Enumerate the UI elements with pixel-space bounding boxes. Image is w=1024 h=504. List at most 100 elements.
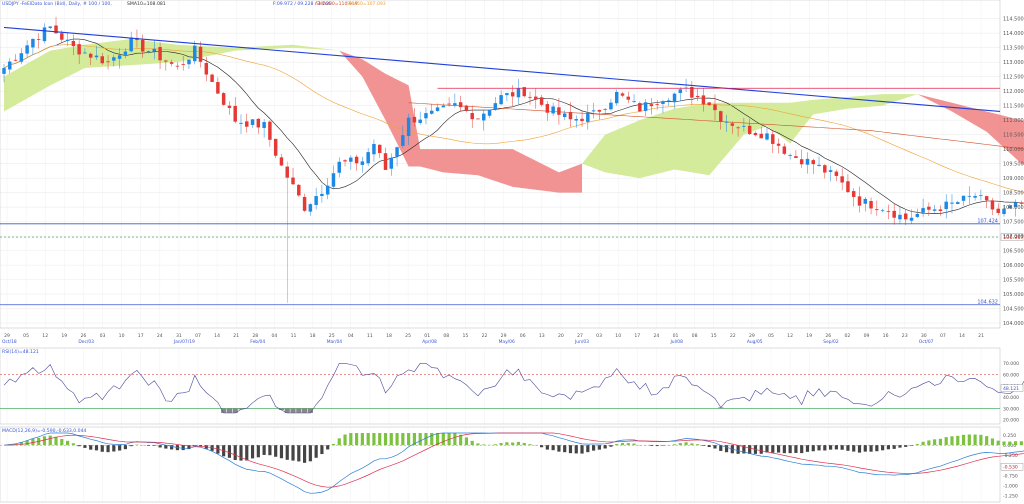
candle-body <box>886 211 891 213</box>
candle-body <box>846 181 850 193</box>
candle-body <box>302 196 307 211</box>
candle-body <box>678 89 683 94</box>
date-tick-label: 18 <box>310 333 316 339</box>
candle-body <box>256 118 261 128</box>
candle-body <box>343 160 347 162</box>
candle-body <box>1019 202 1024 204</box>
candle-body <box>112 57 116 61</box>
candle-body <box>950 202 954 204</box>
candle-body <box>794 156 798 158</box>
macd-tick-label: -1.000 <box>1003 484 1018 490</box>
candle-body <box>354 156 359 164</box>
price-tick-label: 112.500 <box>1003 74 1024 80</box>
candle-body <box>198 46 203 62</box>
candle-body <box>956 202 960 204</box>
date-tick-label: 07 <box>195 333 201 339</box>
candle-body <box>996 208 1000 213</box>
price-tick-label: 109.500 <box>1003 161 1024 167</box>
candle-body <box>863 198 868 204</box>
date-tick-label: 15 <box>462 333 468 339</box>
candle-body <box>875 209 879 211</box>
month-label: Jan/07/19 <box>173 339 195 345</box>
candle-body <box>42 27 47 42</box>
macd-tick-label: -0.750 <box>1003 473 1018 479</box>
price-tick-label: 110.500 <box>1003 132 1024 138</box>
price-tick-label: 108.000 <box>1003 205 1024 211</box>
price-tick-label: 107.000 <box>1003 234 1024 240</box>
price-tick-label: 105.500 <box>1003 277 1024 283</box>
candle-body <box>661 101 665 104</box>
current-price-label: 106.967 <box>1003 235 1024 241</box>
macd-tick-label: 0.250 <box>1003 433 1016 439</box>
candle-body <box>441 105 446 108</box>
price-tick-label: 110.000 <box>1003 147 1024 153</box>
candle-body <box>239 122 243 124</box>
candle-body <box>204 63 209 75</box>
macd-title: MACD(12,26,9)=-0.590,-0.633,0.044 <box>2 429 87 434</box>
price-tick-label: 114.500 <box>1003 16 1024 22</box>
candle-body <box>545 104 550 113</box>
rsi-value-tag <box>1000 384 1024 392</box>
date-tick-label: 29 <box>749 333 755 339</box>
month-label: Sep/02 <box>823 339 839 345</box>
date-tick-label: 22 <box>730 333 736 339</box>
candle-body <box>1008 205 1012 209</box>
rsi-panel-border <box>0 347 1001 425</box>
date-tick-label: 07 <box>940 333 946 339</box>
cloud-bearish-segment <box>917 94 1024 165</box>
candle-body <box>476 118 480 120</box>
sma10-line <box>3 38 1024 214</box>
candle-body <box>54 25 58 34</box>
candle-body <box>701 95 706 105</box>
date-tick-label: 27 <box>577 333 583 339</box>
candle-body <box>967 195 972 197</box>
candle-body <box>129 37 133 52</box>
candle-body <box>181 64 185 65</box>
date-tick-label: 09 <box>864 333 870 339</box>
candle-body <box>776 143 781 146</box>
candle-body <box>320 193 324 196</box>
candle-body <box>904 213 908 220</box>
candle-body <box>158 47 162 61</box>
macd-line <box>3 432 1024 494</box>
candle-body <box>799 159 804 165</box>
date-tick-label: 13 <box>539 333 545 339</box>
candle-body <box>562 113 567 117</box>
candle-body <box>736 127 740 129</box>
candle-body <box>453 103 457 106</box>
date-tick-label: 17 <box>634 333 640 339</box>
date-tick-label: 03 <box>100 333 106 339</box>
candle-body <box>31 38 35 48</box>
macd-value-tag <box>1000 463 1024 471</box>
rsi-tick-label: 70.000 <box>1003 361 1019 367</box>
candle-body <box>614 91 619 104</box>
macd-tick-label: -0.250 <box>1003 453 1018 459</box>
candle-body <box>233 105 237 122</box>
date-tick-label: 11 <box>291 333 297 339</box>
date-tick-label: 30 <box>921 333 927 339</box>
month-label: Dec/03 <box>78 339 94 345</box>
date-tick-label: 02 <box>844 333 850 339</box>
candle-body <box>927 206 931 210</box>
candle-body <box>8 61 12 70</box>
candle-body <box>609 102 613 110</box>
candle-body <box>383 153 388 170</box>
date-tick-label: 08 <box>443 333 449 339</box>
candle-body <box>1013 202 1018 207</box>
candle-body <box>753 132 758 136</box>
candle-body <box>250 119 255 125</box>
rsi-value-label: 48.121 <box>1003 386 1019 392</box>
candle-body <box>690 87 694 98</box>
candle-body <box>880 210 885 212</box>
candle-body <box>782 146 787 154</box>
candle-body <box>857 196 862 206</box>
candle-body <box>771 134 775 144</box>
candle-body <box>898 214 902 220</box>
price-tick-label: 105.000 <box>1003 292 1024 298</box>
price-tick-label: 104.000 <box>1003 321 1024 327</box>
price-tick-label: 109.000 <box>1003 176 1024 182</box>
candle-body <box>175 65 180 67</box>
candle-body <box>632 101 636 102</box>
candle-body <box>210 74 214 82</box>
